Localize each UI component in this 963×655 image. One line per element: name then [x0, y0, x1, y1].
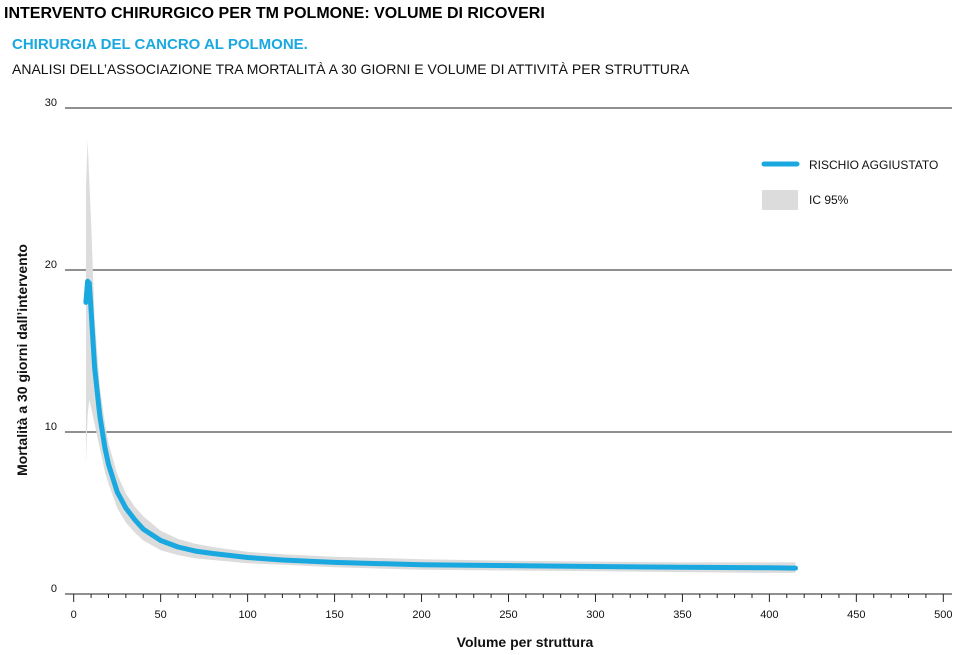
legend-label-adjusted-risk: RISCHIO AGGIUSTATO: [809, 158, 938, 172]
line-layer: [83, 278, 798, 571]
x-tick-label-150: 150: [325, 609, 343, 621]
x-tick-label-0: 0: [71, 609, 77, 621]
y-tick-label-20: 20: [45, 259, 57, 271]
grid-layer: [65, 107, 952, 595]
chart-subtitle: CHIRURGIA DEL CANCRO AL POLMONE.: [12, 36, 308, 53]
page-title: INTERVENTO CHIRURGICO PER TM POLMONE: VO…: [4, 5, 545, 22]
y-tick-label-0: 0: [51, 583, 57, 595]
x-axis-label: Volume per struttura: [457, 634, 594, 650]
legend: RISCHIO AGGIUSTATO IC 95%: [761, 158, 938, 210]
x-tick-label-50: 50: [155, 609, 167, 621]
x-tick-label-400: 400: [760, 609, 778, 621]
chart-description: ANALISI DELL’ASSOCIAZIONE TRA MORTALITÀ …: [12, 61, 690, 77]
y-tick-label-30: 30: [45, 97, 57, 109]
x-tick-label-200: 200: [412, 609, 430, 621]
series-line-0: [83, 278, 798, 571]
band-layer: [85, 140, 796, 573]
x-tick-label-450: 450: [847, 609, 865, 621]
legend-band-swatch: [762, 190, 798, 210]
confidence-band: [85, 140, 796, 573]
y-tick-label-10: 10: [45, 421, 57, 433]
legend-label-ci-95: IC 95%: [809, 193, 849, 207]
x-tick-label-100: 100: [238, 609, 256, 621]
x-tick-label-500: 500: [934, 609, 952, 621]
x-tick-label-350: 350: [673, 609, 691, 621]
y-axis-label: Mortalità a 30 giorni dall’intervento: [14, 244, 30, 476]
x-tick-label-300: 300: [586, 609, 604, 621]
x-tick-label-250: 250: [499, 609, 517, 621]
